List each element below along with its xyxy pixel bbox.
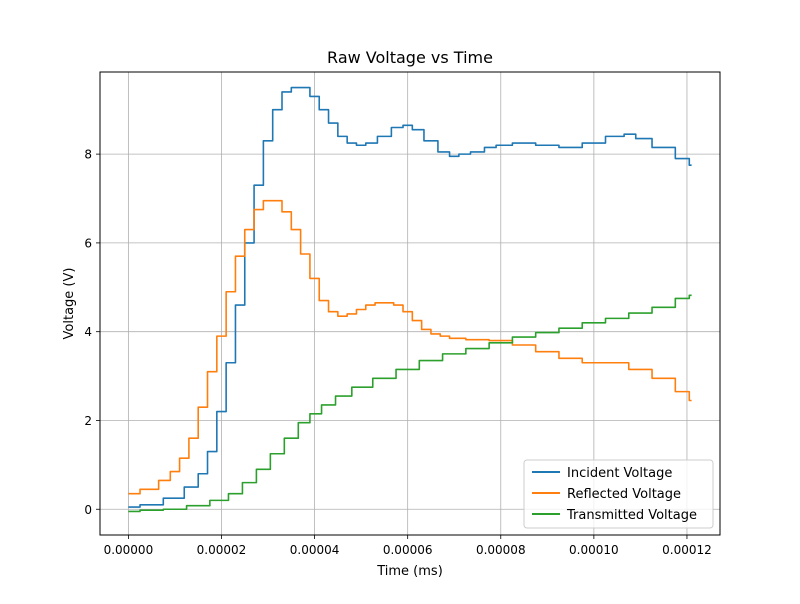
legend-label-reflected: Reflected Voltage bbox=[567, 487, 681, 502]
x-tick-label: 0.00008 bbox=[476, 543, 526, 557]
y-tick-label: 6 bbox=[84, 236, 92, 250]
plot-area-frame bbox=[99, 71, 721, 536]
x-axis-ticks: 0.00000 0.00002 0.00004 0.00006 0.00008 0.000… bbox=[104, 535, 712, 557]
x-tick-label: 0.00000 bbox=[104, 543, 154, 557]
series-line-incident bbox=[128, 86, 692, 508]
series-line-transmitted bbox=[128, 294, 692, 513]
x-axis-label: Time (ms) bbox=[376, 564, 443, 579]
grid bbox=[100, 72, 720, 535]
y-axis-label: Voltage (V) bbox=[62, 268, 77, 340]
x-tick-label: 0.00006 bbox=[383, 543, 433, 557]
y-tick-label: 0 bbox=[84, 503, 92, 517]
y-tick-label: 4 bbox=[84, 325, 92, 339]
series-line-reflected bbox=[128, 199, 692, 495]
legend: Incident Voltage Reflected Voltage Trans… bbox=[523, 459, 714, 529]
x-tick-label: 0.00010 bbox=[569, 543, 619, 557]
chart-title: Raw Voltage vs Time bbox=[327, 48, 493, 67]
y-tick-label: 2 bbox=[84, 414, 92, 428]
legend-label-incident: Incident Voltage bbox=[567, 466, 672, 481]
legend-box bbox=[523, 459, 714, 529]
y-axis-ticks: 0 2 4 6 8 bbox=[84, 148, 100, 517]
x-tick-label: 0.00012 bbox=[662, 543, 712, 557]
x-tick-label: 0.00002 bbox=[197, 543, 247, 557]
legend-label-transmitted: Transmitted Voltage bbox=[566, 508, 697, 523]
y-tick-label: 8 bbox=[84, 148, 92, 162]
x-tick-label: 0.00004 bbox=[290, 543, 340, 557]
series-lines bbox=[128, 86, 692, 513]
